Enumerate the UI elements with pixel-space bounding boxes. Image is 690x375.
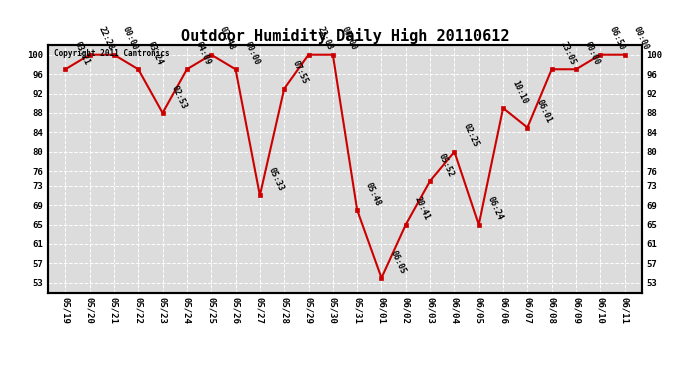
Text: 23:05: 23:05 [559, 40, 578, 66]
Text: 02:25: 02:25 [462, 123, 480, 149]
Text: 07:48: 07:48 [218, 26, 237, 52]
Text: 00:00: 00:00 [631, 26, 651, 52]
Text: 02:53: 02:53 [170, 84, 188, 110]
Text: 06:50: 06:50 [607, 26, 626, 52]
Text: 06:05: 06:05 [388, 249, 407, 275]
Text: 00:00: 00:00 [121, 26, 139, 52]
Text: 07:55: 07:55 [291, 59, 310, 86]
Text: 00:00: 00:00 [339, 26, 359, 52]
Text: Copyright 2011 Cantronics: Copyright 2011 Cantronics [55, 49, 170, 58]
Text: 05:33: 05:33 [267, 166, 286, 193]
Text: 20:41: 20:41 [413, 195, 431, 222]
Text: 05:52: 05:52 [437, 152, 456, 178]
Text: 10:10: 10:10 [510, 79, 529, 105]
Text: 00:00: 00:00 [583, 40, 602, 66]
Text: 00:00: 00:00 [242, 40, 262, 66]
Text: 06:01: 06:01 [534, 98, 553, 125]
Text: 22:03: 22:03 [315, 26, 334, 52]
Text: 03:24: 03:24 [145, 40, 164, 66]
Text: 06:24: 06:24 [486, 195, 504, 222]
Text: 04:09: 04:09 [194, 40, 213, 66]
Text: 22:28: 22:28 [97, 26, 115, 52]
Text: 03:21: 03:21 [72, 40, 91, 66]
Text: 05:48: 05:48 [364, 181, 383, 207]
Title: Outdoor Humidity Daily High 20110612: Outdoor Humidity Daily High 20110612 [181, 28, 509, 44]
